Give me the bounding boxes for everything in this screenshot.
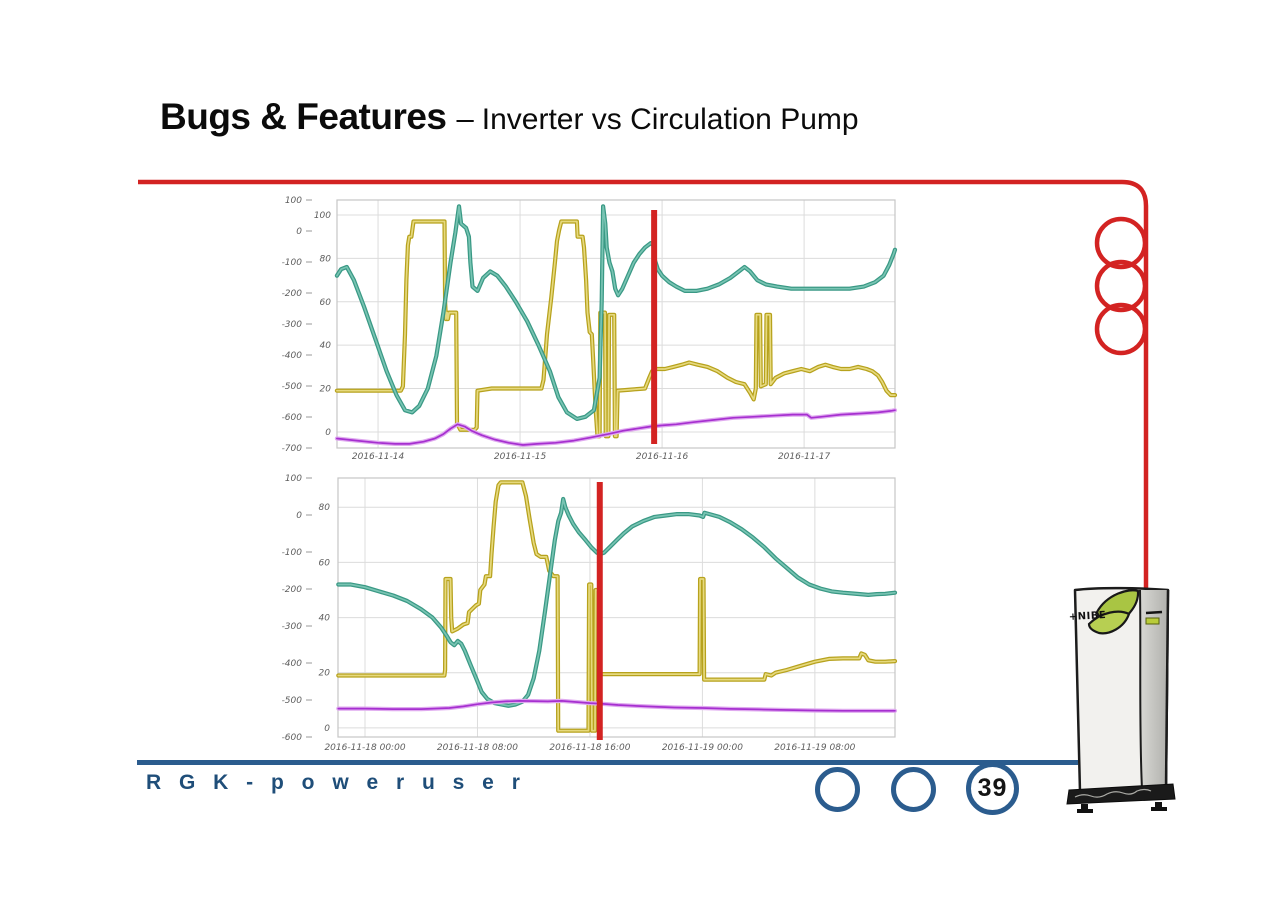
x-tick-label: 2016-11-17 [778, 452, 831, 462]
leaf-icon-2 [1087, 610, 1131, 635]
footer-circle-2 [891, 767, 936, 812]
x-tick-label: 2016-11-19 08:00 [774, 743, 855, 753]
x-tick-label: 2016-11-18 00:00 [324, 743, 405, 753]
outer-y-tick-label: -100 [282, 258, 303, 268]
cabinet-side-panel [1140, 590, 1168, 789]
footer-divider [137, 760, 1078, 765]
footer-brand: R G K - p o w e r u s e r [146, 771, 526, 794]
outer-y-tick-label: 0 [296, 511, 302, 521]
outer-y-tick-label: 100 [285, 474, 302, 484]
outer-y-tick-label: -300 [282, 320, 303, 330]
x-tick-label: 2016-11-15 [494, 452, 547, 462]
outer-y-tick-label: -200 [282, 289, 303, 299]
inner-y-tick-label: 100 [314, 211, 331, 221]
cabinet-base [1066, 783, 1176, 805]
outer-y-tick-label: -600 [282, 733, 303, 743]
outer-y-tick-label: -300 [282, 622, 303, 632]
series-teal [334, 204, 898, 421]
inner-y-tick-label: 80 [320, 254, 332, 264]
inner-y-tick-label: 60 [319, 558, 331, 568]
inner-y-tick-label: 60 [320, 298, 332, 308]
outer-y-tick-label: -400 [282, 351, 303, 361]
base-scribble [1074, 788, 1152, 798]
transformer-coil-icon [1094, 216, 1148, 356]
top-chart: 100 0 -100 -200 -300 -400 -500 -600 -700 0 20 40 60 8… [282, 196, 898, 462]
slide-title: Bugs & Features – Inverter vs Circulation … [160, 96, 859, 138]
outer-y-tick-label: -500 [282, 382, 303, 392]
series-teal [336, 496, 898, 708]
inner-y-tick-label: 20 [319, 669, 331, 679]
page-number-badge: 39 [966, 762, 1019, 815]
cabinet-foot-right [1151, 802, 1167, 811]
inner-y-tick-label: 0 [325, 428, 331, 438]
device-brand-label: +NIBE [1069, 610, 1107, 623]
inner-y-tick-label: 40 [319, 614, 331, 624]
outer-y-tick-label: -400 [282, 659, 303, 669]
outer-y-tick-label: -100 [282, 548, 303, 558]
cabinet-door-seam [1139, 589, 1143, 790]
heat-pump-illustration: +NIBE [1066, 586, 1176, 813]
x-tick-label: 2016-11-14 [352, 452, 405, 462]
x-tick-label: 2016-11-19 00:00 [662, 743, 743, 753]
bottom-chart: 100 0 -100 -200 -300 -400 -500 -600 0 20 40 60 80 201… [282, 474, 898, 753]
x-tick-label: 2016-11-18 16:00 [549, 743, 630, 753]
outer-y-tick-label: 0 [296, 227, 302, 237]
outer-y-tick-label: 100 [285, 196, 302, 206]
x-tick-label: 2016-11-18 08:00 [437, 743, 518, 753]
panel-green-label [1145, 617, 1160, 625]
outer-y-tick-label: -200 [282, 585, 303, 595]
outer-y-tick-label: -600 [282, 413, 303, 423]
title-main: Bugs & Features [160, 96, 447, 137]
inner-y-tick-label: 80 [319, 503, 331, 513]
x-tick-label: 2016-11-16 [636, 452, 689, 462]
inner-y-tick-label: 40 [320, 341, 332, 351]
title-subtitle: Inverter vs Circulation Pump [481, 103, 859, 136]
inner-y-tick-label: 0 [324, 724, 330, 734]
page-number: 39 [977, 774, 1008, 802]
red-connector-line [138, 179, 1149, 589]
series-yellow [336, 480, 898, 733]
panel-vent-line [1145, 610, 1163, 615]
inner-y-tick-label: 20 [320, 385, 332, 395]
cabinet-foot-left [1077, 804, 1093, 813]
outer-y-tick-label: -700 [282, 444, 303, 454]
footer-circle-1 [815, 767, 860, 812]
series-magenta [334, 408, 898, 448]
cabinet-right-edge [1164, 589, 1170, 789]
outer-y-tick-label: -500 [282, 696, 303, 706]
series-magenta [336, 698, 898, 713]
title-dash: – [456, 101, 474, 136]
